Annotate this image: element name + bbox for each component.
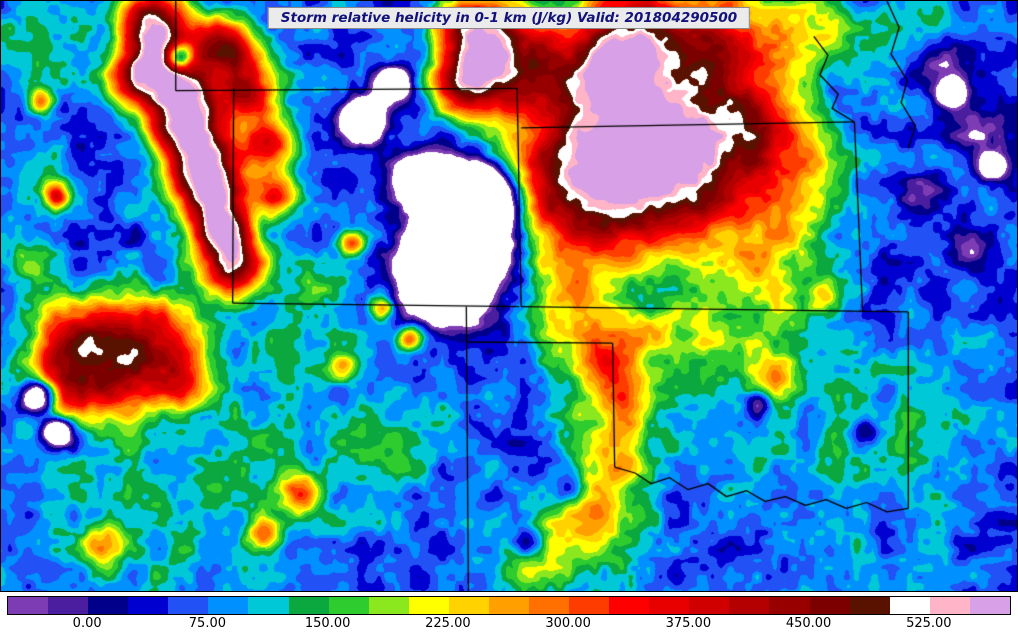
colorbar-segment [88, 597, 129, 614]
colorbar-segment [849, 597, 890, 614]
colorbar-segment [168, 597, 209, 614]
colorbar-tick-label: 375.00 [665, 616, 712, 631]
map-title: Storm relative helicity in 0-1 km (J/kg)… [267, 7, 751, 29]
colorbar [7, 596, 1011, 615]
colorbar-segment [448, 597, 489, 614]
colorbar-segment [889, 597, 930, 614]
colorbar-segment [128, 597, 169, 614]
colorbar-segment [689, 597, 730, 614]
colorbar-tick-label: 150.00 [304, 616, 351, 631]
colorbar-segment [248, 597, 289, 614]
colorbar-segment [929, 597, 970, 614]
colorbar-segment [8, 597, 49, 614]
colorbar-segment [368, 597, 409, 614]
colorbar-tick-labels: 0.00 75.00 150.00 225.00 300.00 375.00 450.00 5… [7, 616, 1009, 632]
colorbar-segment [729, 597, 770, 614]
colorbar-segment [969, 597, 1010, 614]
colorbar-segment [48, 597, 89, 614]
colorbar-tick-label: 525.00 [906, 616, 952, 631]
colorbar-segment [488, 597, 530, 614]
colorbar-segment [809, 597, 850, 614]
colorbar-segment [609, 597, 650, 614]
colorbar-segment [649, 597, 690, 614]
colorbar-tick-label: 225.00 [425, 616, 471, 631]
colorbar-tick-label: 0.00 [72, 616, 102, 631]
colorbar-tick-label: 300.00 [545, 616, 591, 631]
colorbar-segment [569, 597, 610, 614]
map-area: Storm relative helicity in 0-1 km (J/kg)… [0, 0, 1018, 592]
colorbar-segment [208, 597, 249, 614]
colorbar-tick-label: 75.00 [188, 616, 226, 631]
helicity-field-canvas [1, 1, 1017, 591]
colorbar-segment [769, 597, 810, 614]
colorbar-segment [408, 597, 449, 614]
colorbar-segment [328, 597, 369, 614]
colorbar-segment [529, 597, 570, 614]
colorbar-segment [288, 597, 329, 614]
colorbar-tick-label: 450.00 [785, 616, 832, 631]
